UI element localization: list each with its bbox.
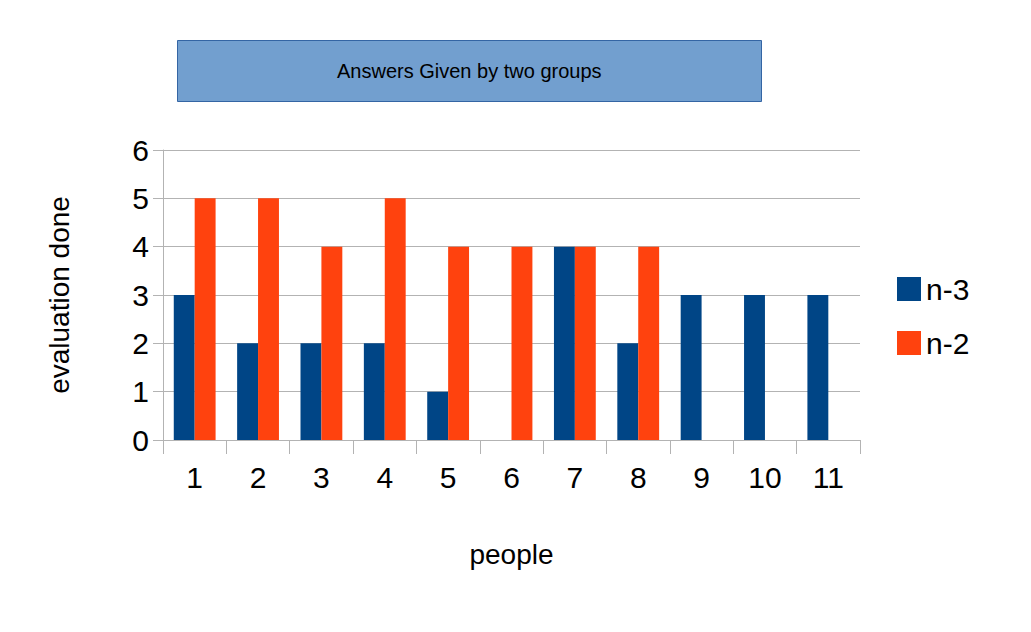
svg-text:0: 0 [132, 424, 149, 457]
svg-text:11: 11 [813, 461, 844, 494]
svg-text:n-3: n-3 [926, 273, 969, 306]
svg-text:2: 2 [132, 327, 149, 360]
svg-text:8: 8 [630, 461, 647, 494]
svg-text:3: 3 [132, 279, 149, 312]
svg-text:3: 3 [313, 461, 330, 494]
svg-text:4: 4 [376, 461, 393, 494]
svg-text:5: 5 [132, 182, 149, 215]
svg-text:Answers Given by two groups: Answers Given by two groups [337, 60, 602, 82]
svg-text:4: 4 [132, 230, 149, 263]
svg-text:1: 1 [186, 461, 203, 494]
svg-text:n-2: n-2 [926, 327, 969, 360]
svg-text:7: 7 [567, 461, 584, 494]
svg-text:6: 6 [132, 134, 149, 167]
svg-text:evaluation done: evaluation done [44, 196, 75, 394]
svg-text:2: 2 [250, 461, 267, 494]
svg-text:10: 10 [748, 461, 781, 494]
svg-text:1: 1 [132, 375, 149, 408]
svg-text:5: 5 [440, 461, 457, 494]
svg-text:9: 9 [693, 461, 710, 494]
svg-text:people: people [469, 539, 553, 570]
svg-text:6: 6 [503, 461, 520, 494]
